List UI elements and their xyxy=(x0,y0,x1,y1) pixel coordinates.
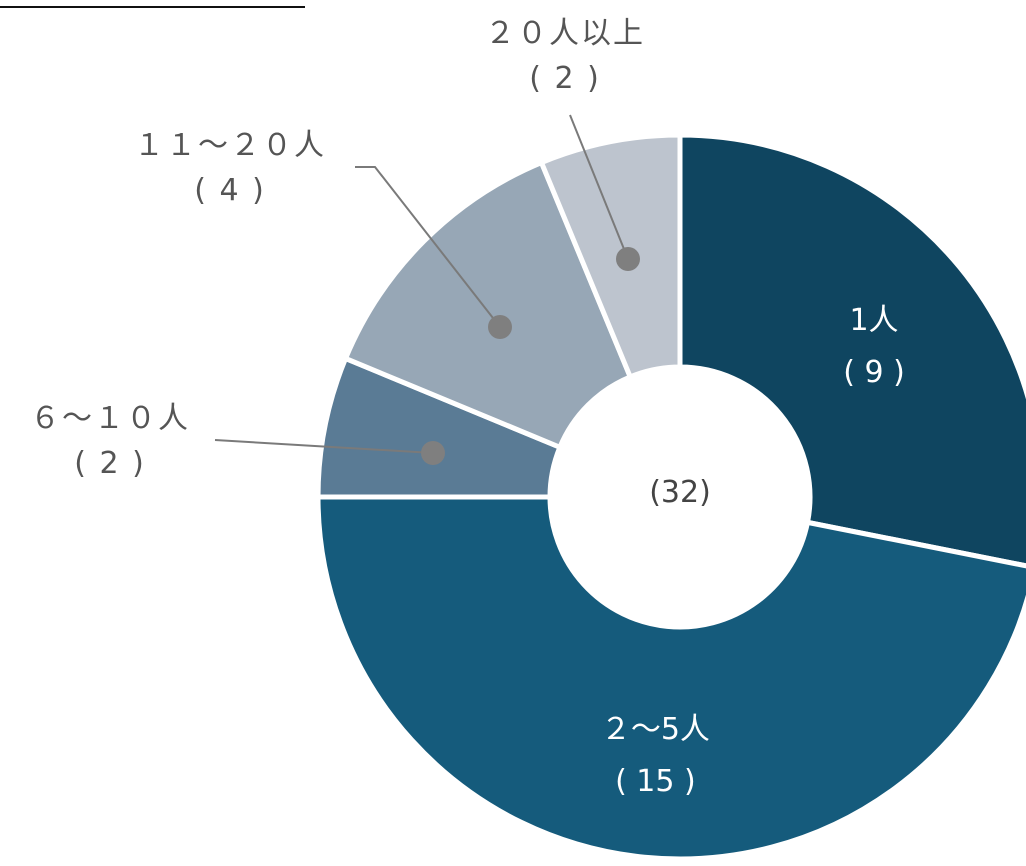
slice-category-label: 1人 xyxy=(849,303,898,338)
leader-dot xyxy=(421,441,445,465)
slice-category-label: ６～１０人 xyxy=(30,401,190,436)
donut-slice xyxy=(538,132,683,381)
leader-line xyxy=(214,439,434,454)
slice-category-label: ２０人以上 xyxy=(485,16,645,51)
leaders-layer xyxy=(214,114,640,465)
slice-value-label: ( 4 ) xyxy=(194,173,266,208)
leader-dot xyxy=(616,247,640,271)
donut-slice xyxy=(315,494,1026,862)
leader-line xyxy=(569,114,629,260)
labels-layer: 1人 ( 9 ) ２～5人 ( 15 ) ６～１０人 ( 2 ) １１～２０人 ( 4 ) ２０… xyxy=(30,16,905,799)
leader-line xyxy=(355,166,501,328)
slice-value-label: ( 15 ) xyxy=(615,764,696,799)
slice-value-label: ( 9 ) xyxy=(843,355,905,390)
slice-value-label: ( 2 ) xyxy=(74,446,146,481)
donut-slice xyxy=(677,132,1026,569)
slice-value-label: ( 2 ) xyxy=(529,61,601,96)
leader-dot xyxy=(488,315,512,339)
center-total-label: (32) xyxy=(649,475,711,510)
slice-category-label: ２～5人 xyxy=(601,712,710,747)
donut-slice xyxy=(342,159,634,451)
slice-category-label: １１～２０人 xyxy=(134,128,326,163)
slices-layer xyxy=(315,132,1026,862)
